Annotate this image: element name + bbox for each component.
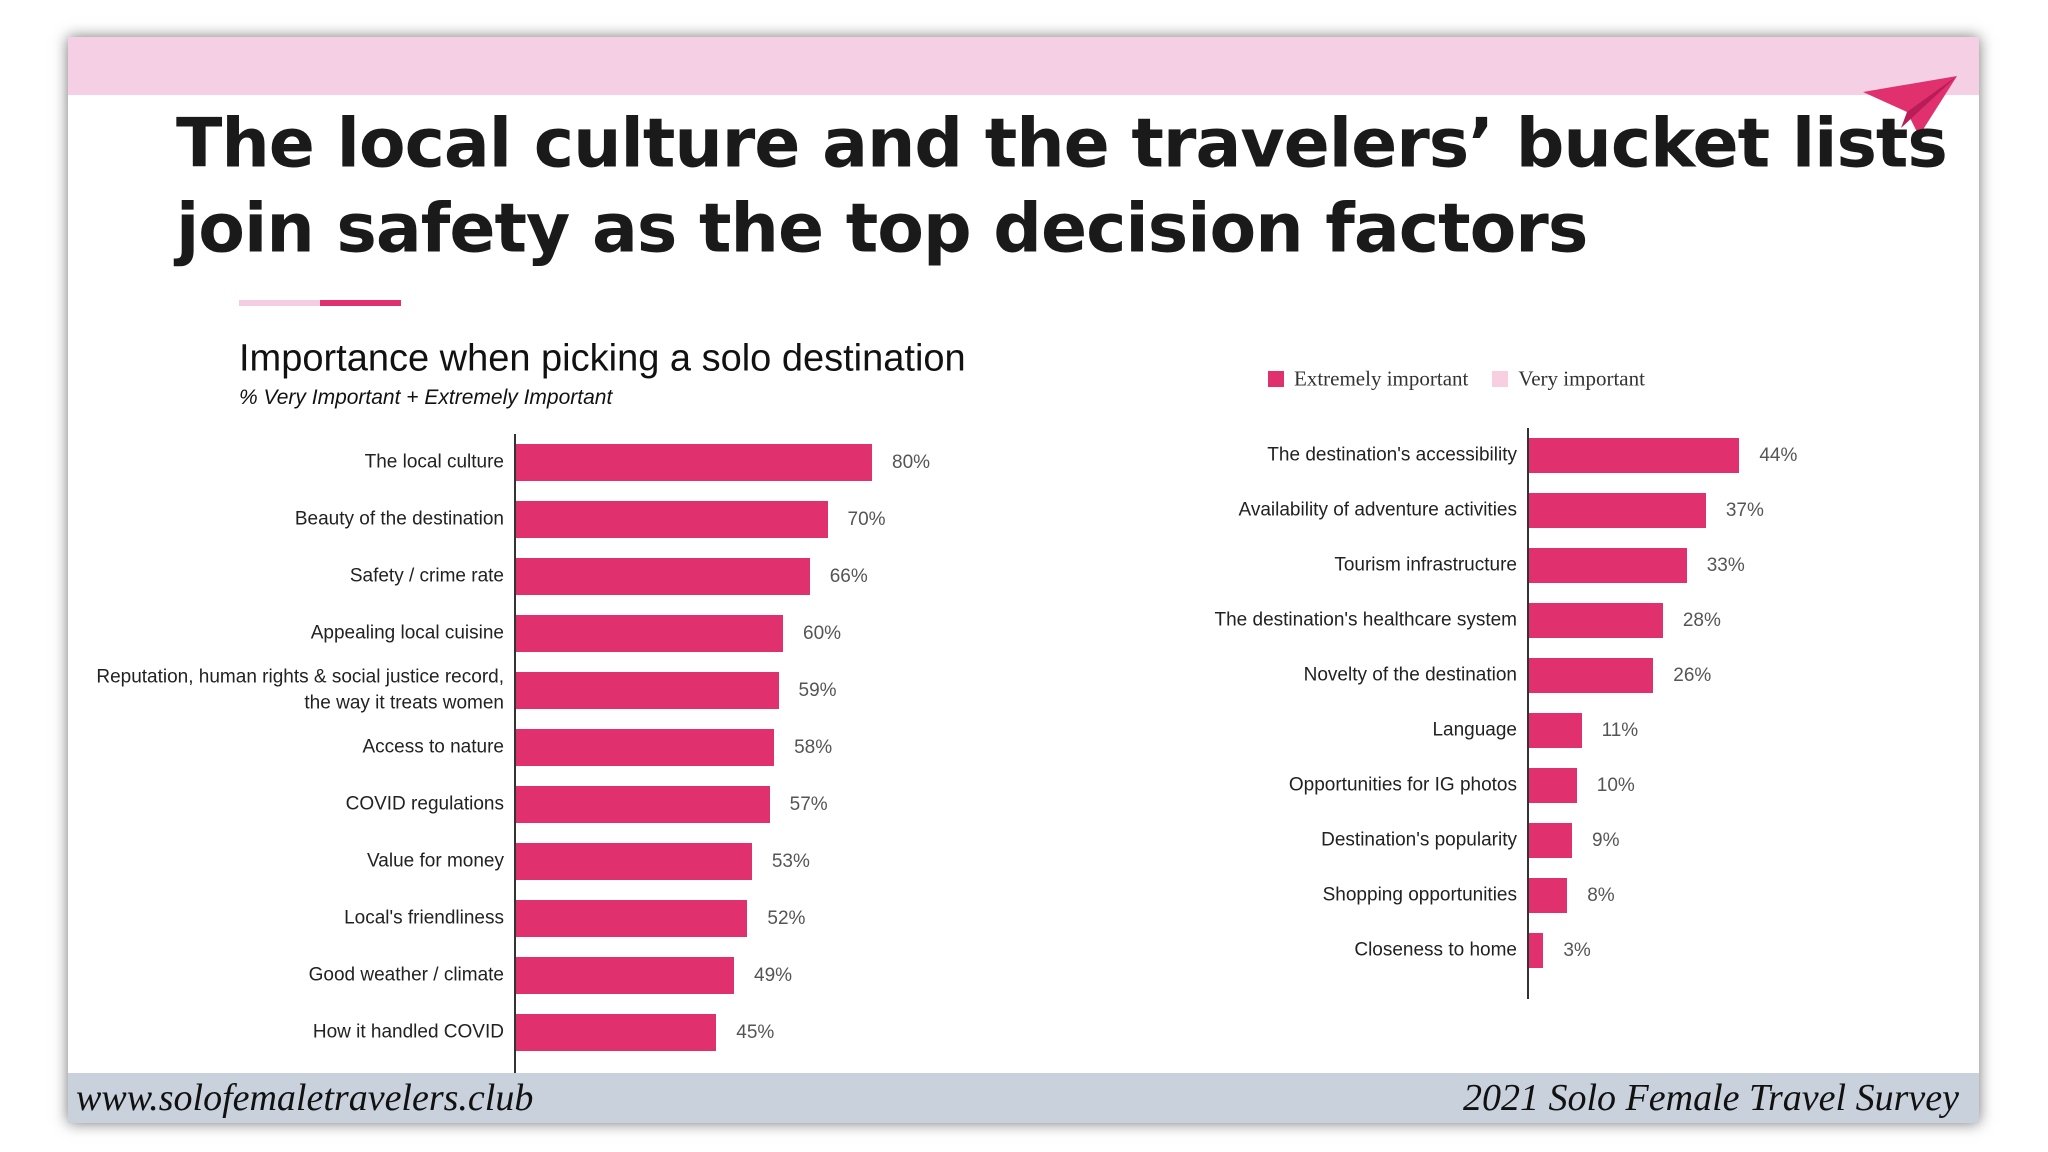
category-label: Good weather / climate xyxy=(308,964,504,986)
category-label: Appealing local cuisine xyxy=(310,622,504,644)
paper-plane-icon xyxy=(1863,76,1957,136)
value-label: 33% xyxy=(1706,554,1745,576)
underline xyxy=(320,300,401,306)
axis-line xyxy=(1527,428,1529,999)
footer-band xyxy=(68,1073,1979,1123)
value-label: 80% xyxy=(892,451,931,473)
value-label: 28% xyxy=(1682,609,1721,631)
category-label: Tourism infrastructure xyxy=(1334,554,1517,576)
bar xyxy=(1529,603,1663,638)
underline xyxy=(239,300,320,306)
slide: The local culture and the travelers’ buc… xyxy=(68,37,1979,1123)
value-label: 45% xyxy=(736,1021,775,1043)
bar xyxy=(516,615,783,652)
value-label: 57% xyxy=(789,793,828,815)
legend-swatch xyxy=(1492,371,1509,387)
value-label: 60% xyxy=(803,622,842,644)
legend-label: Extremely important xyxy=(1294,366,1469,391)
chart-subtitle: % Very Important + Extremely Important xyxy=(239,386,613,409)
category-label: Opportunities for IG photos xyxy=(1288,774,1517,796)
category-label: Closeness to home xyxy=(1354,939,1517,961)
value-label: 10% xyxy=(1596,774,1635,796)
bar xyxy=(1529,713,1582,748)
bar xyxy=(1529,768,1577,803)
bar xyxy=(516,729,775,766)
footer-url: www.solofemaletravelers.club xyxy=(76,1077,534,1119)
bar xyxy=(1529,438,1740,473)
value-label: 37% xyxy=(1725,499,1764,521)
value-label: 66% xyxy=(829,565,868,587)
category-label: The destination's healthcare system xyxy=(1214,609,1517,631)
category-label: Value for money xyxy=(367,850,504,872)
category-label: The destination's accessibility xyxy=(1267,444,1517,466)
bar xyxy=(516,786,770,823)
value-label: 59% xyxy=(798,679,837,701)
category-label: Local's friendliness xyxy=(344,907,504,929)
value-label: 53% xyxy=(771,850,810,872)
value-label: 70% xyxy=(847,508,886,530)
category-label: The local culture xyxy=(364,451,504,473)
category-label: How it handled COVID xyxy=(312,1021,504,1043)
value-label: 11% xyxy=(1601,719,1639,741)
axis-line xyxy=(514,434,516,1073)
slide-title: The local culture and the travelers’ buc… xyxy=(176,104,1948,184)
legend-label: Very important xyxy=(1518,366,1645,391)
bar xyxy=(1529,878,1568,913)
value-label: 49% xyxy=(754,964,793,986)
bar xyxy=(516,957,735,994)
category-label: Language xyxy=(1432,719,1517,741)
footer-source: 2021 Solo Female Travel Survey xyxy=(1462,1077,1959,1119)
bar xyxy=(516,444,872,481)
value-label: 3% xyxy=(1563,939,1591,961)
value-label: 8% xyxy=(1587,884,1615,906)
header-band xyxy=(68,37,1979,95)
bar xyxy=(516,501,828,538)
category-label: Reputation, human rights & social justic… xyxy=(96,665,504,714)
bar xyxy=(516,843,752,880)
category-label: Availability of adventure activities xyxy=(1238,499,1517,521)
chart-title: Importance when picking a solo destinati… xyxy=(239,337,966,380)
category-label: Shopping opportunities xyxy=(1322,884,1517,906)
bar xyxy=(516,1014,717,1051)
category-label: Destination's popularity xyxy=(1321,829,1517,851)
category-label: Access to nature xyxy=(362,736,504,758)
bar xyxy=(1529,493,1706,528)
category-label: Novelty of the destination xyxy=(1303,664,1517,686)
slide-title: join safety as the top decision factors xyxy=(176,189,1588,269)
legend-swatch xyxy=(1268,371,1284,387)
value-label: 26% xyxy=(1673,664,1712,686)
value-label: 44% xyxy=(1759,444,1798,466)
category-label: Safety / crime rate xyxy=(349,565,504,587)
value-label: 58% xyxy=(794,736,833,758)
bar xyxy=(1529,658,1654,693)
value-label: 52% xyxy=(767,907,806,929)
bar xyxy=(1529,548,1687,583)
category-label: COVID regulations xyxy=(345,793,504,815)
bar xyxy=(516,900,748,937)
bar xyxy=(516,558,810,595)
bar xyxy=(1529,823,1573,858)
category-label: Beauty of the destination xyxy=(294,508,504,530)
bar xyxy=(516,672,779,709)
value-label: 9% xyxy=(1592,829,1620,851)
bar xyxy=(1529,933,1544,968)
